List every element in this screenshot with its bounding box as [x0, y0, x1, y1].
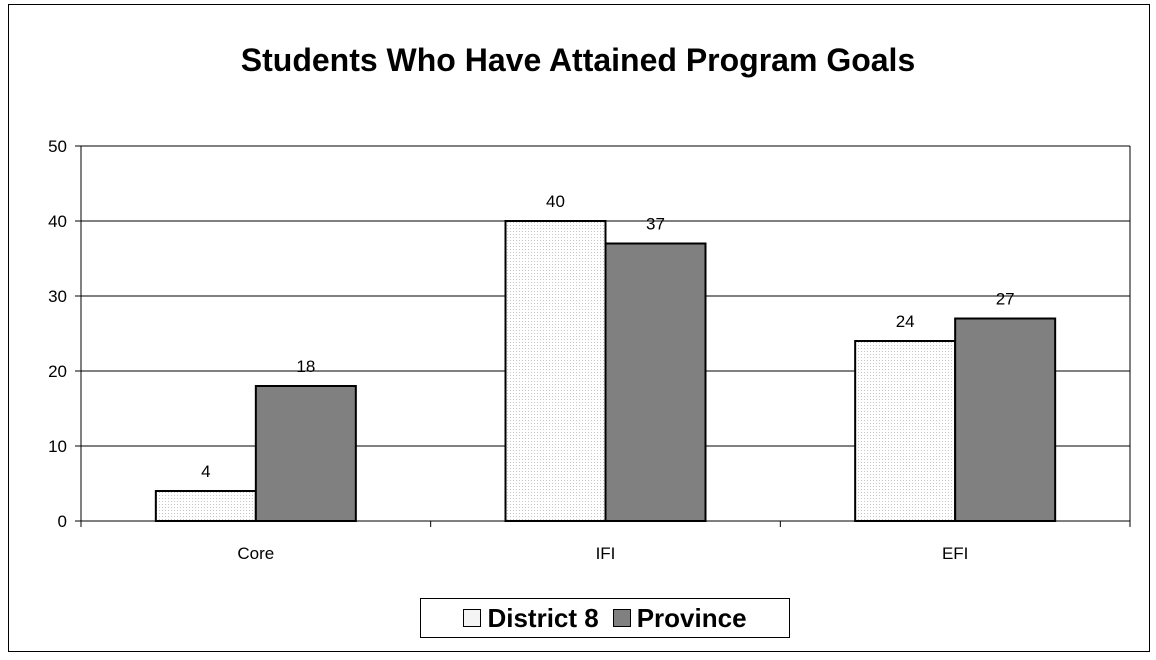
data-label: 18 — [296, 357, 315, 376]
axes: 0 10 20 30 40 50 Core IFI EFI — [48, 137, 1131, 563]
y-tick-label: 40 — [48, 212, 67, 231]
bar-district-8-core — [154, 490, 257, 522]
bar-province-core — [254, 385, 357, 522]
y-tick-label: 20 — [48, 362, 67, 381]
bar-district-8-efi — [854, 340, 957, 522]
bars: 4 18 40 37 24 27 — [154, 192, 1057, 522]
chart-title: Students Who Have Attained Program Goals — [240, 42, 916, 78]
bar-province-ifi — [604, 242, 707, 522]
legend: District 8 Province — [420, 598, 790, 638]
legend-item-district-8: District 8 — [463, 602, 599, 634]
data-label: 27 — [996, 290, 1015, 309]
data-label: 4 — [201, 462, 210, 481]
legend-swatch-district-8 — [463, 609, 482, 627]
x-tick-label: Core — [237, 544, 274, 563]
x-tick-label: EFI — [942, 544, 968, 563]
legend-label-district-8: District 8 — [487, 602, 599, 633]
bar-chart: 4 18 40 37 24 27 0 10 20 30 40 50 Core IFI EFI — [48, 137, 1131, 563]
data-label: 37 — [646, 215, 665, 234]
y-tick-label: 30 — [48, 287, 67, 306]
x-tick-label: IFI — [596, 544, 616, 563]
y-tick-label: 0 — [58, 512, 67, 531]
y-tick-label: 10 — [48, 437, 67, 456]
legend-item-province: Province — [612, 602, 747, 634]
legend-swatch-province — [612, 609, 631, 627]
bar-province-efi — [954, 317, 1057, 522]
legend-label-province: Province — [636, 602, 747, 633]
data-label: 24 — [896, 312, 915, 331]
bar-district-8-ifi — [504, 220, 607, 522]
y-tick-label: 50 — [48, 137, 67, 156]
data-label: 40 — [546, 192, 565, 211]
